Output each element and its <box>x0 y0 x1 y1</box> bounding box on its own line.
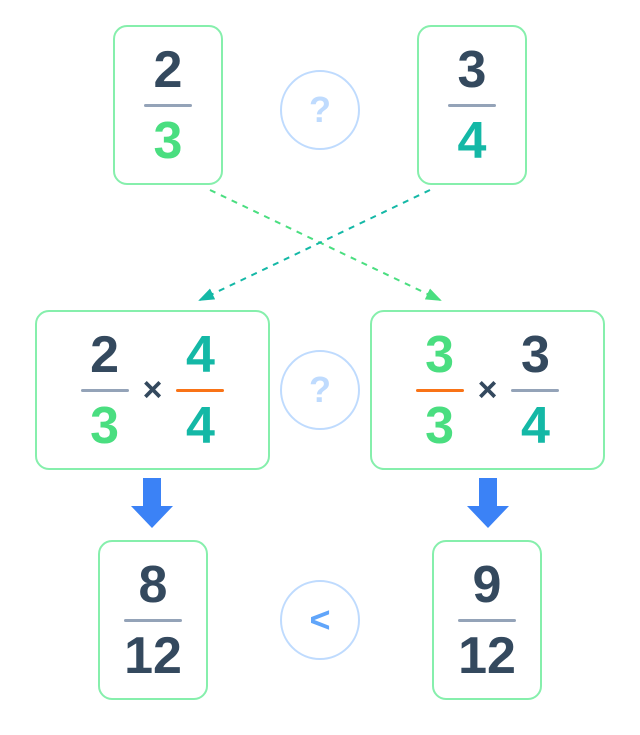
fraction-card-top-left: 2 3 <box>113 25 223 185</box>
fraction: 9 12 <box>458 559 516 682</box>
denominator: 12 <box>458 630 516 682</box>
fraction-bar <box>511 389 559 392</box>
comparison-symbol: ? <box>309 89 331 131</box>
denominator: 3 <box>90 400 119 452</box>
denominator: 4 <box>458 115 487 167</box>
numerator: 8 <box>139 559 168 611</box>
multiplication-card-right: 3 3 × 3 4 <box>370 310 605 470</box>
fraction: 8 12 <box>124 559 182 682</box>
fraction-bar <box>144 104 192 107</box>
arrow-shaft <box>143 478 161 506</box>
arrow-head <box>467 506 509 528</box>
cross-arrow-right-to-left <box>200 190 430 300</box>
fraction-comparison-diagram: 2 3 ? 3 4 2 3 × 4 4 ? <box>0 0 640 735</box>
numerator: 3 <box>425 329 454 381</box>
numerator: 2 <box>154 44 183 96</box>
fraction-bar <box>124 619 182 622</box>
numerator: 3 <box>521 329 550 381</box>
fraction-bar <box>416 389 464 392</box>
arrow-shaft <box>479 478 497 506</box>
comparison-symbol: < <box>309 599 330 641</box>
fraction: 2 3 <box>144 44 192 167</box>
fraction-bar <box>176 389 224 392</box>
denominator: 3 <box>154 115 183 167</box>
down-arrow-left <box>131 478 173 528</box>
denominator: 12 <box>124 630 182 682</box>
fraction-bar <box>81 389 129 392</box>
fraction-1: 3 3 <box>416 329 464 452</box>
multiplication-card-left: 2 3 × 4 4 <box>35 310 270 470</box>
fraction-2: 3 4 <box>511 329 559 452</box>
denominator: 3 <box>425 400 454 452</box>
numerator: 3 <box>458 44 487 96</box>
denominator: 4 <box>186 400 215 452</box>
denominator: 4 <box>521 400 550 452</box>
cross-arrow-left-to-right <box>210 190 440 300</box>
fraction-card-top-right: 3 4 <box>417 25 527 185</box>
arrow-head <box>131 506 173 528</box>
times-symbol: × <box>478 371 498 410</box>
comparison-circle-middle: ? <box>280 350 360 430</box>
comparison-circle-bottom: < <box>280 580 360 660</box>
fraction-card-bottom-right: 9 12 <box>432 540 542 700</box>
numerator: 2 <box>90 329 119 381</box>
numerator: 4 <box>186 329 215 381</box>
fraction: 3 4 <box>448 44 496 167</box>
times-symbol: × <box>143 371 163 410</box>
down-arrow-right <box>467 478 509 528</box>
comparison-circle-top: ? <box>280 70 360 150</box>
fraction-2: 4 4 <box>176 329 224 452</box>
numerator: 9 <box>473 559 502 611</box>
fraction-card-bottom-left: 8 12 <box>98 540 208 700</box>
fraction-1: 2 3 <box>81 329 129 452</box>
fraction-bar <box>448 104 496 107</box>
fraction-bar <box>458 619 516 622</box>
comparison-symbol: ? <box>309 369 331 411</box>
